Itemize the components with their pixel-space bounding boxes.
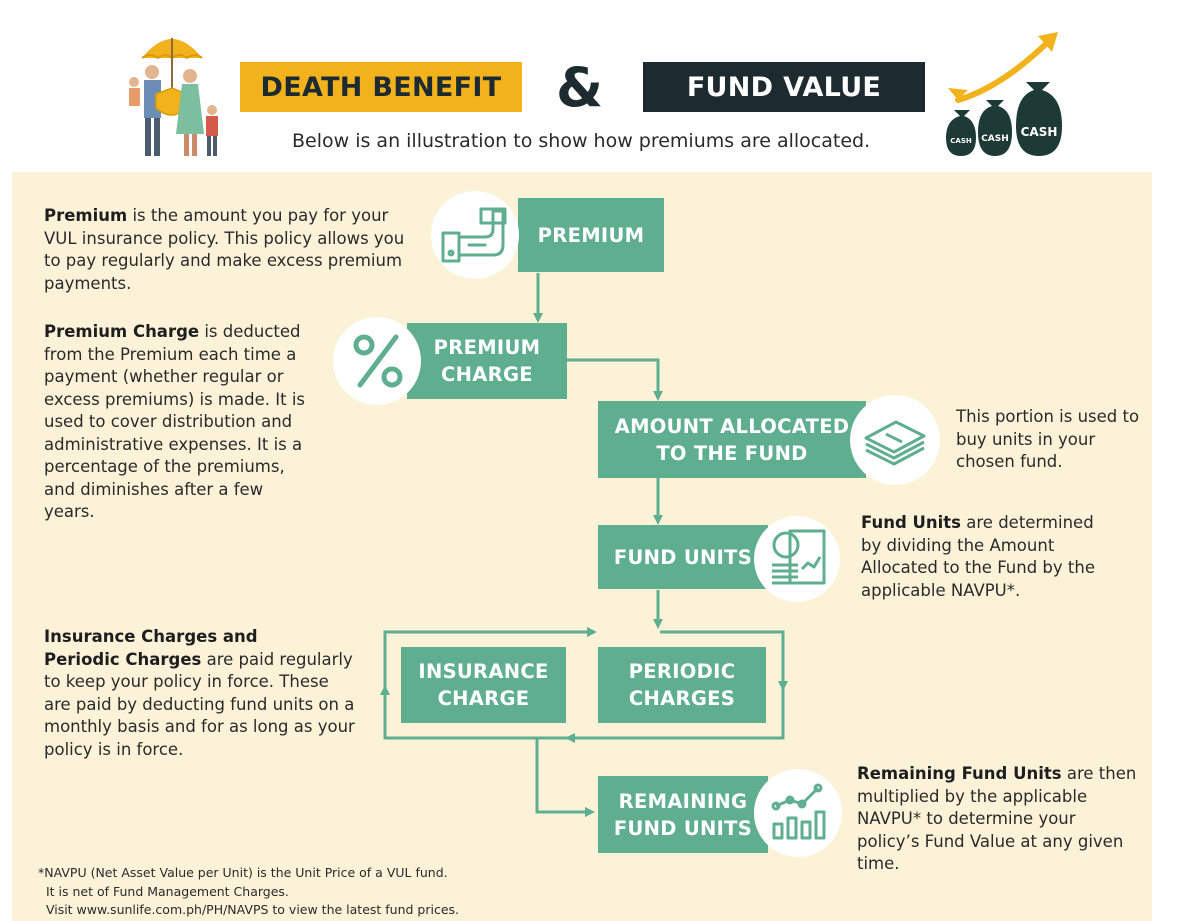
charges-description-bold2: Periodic Charges	[44, 649, 202, 669]
money-stack-icon	[864, 420, 926, 466]
arrow-charges-to-remaining	[535, 738, 595, 817]
footnote-line-2: It is net of Fund Management Charges.	[38, 883, 289, 899]
charges-description: Insurance Charges and Periodic Charges a…	[44, 626, 356, 761]
remaining-description: Remaining Fund Units are then multiplied…	[857, 763, 1139, 876]
premium-description-bold: Premium	[44, 206, 128, 225]
charges-loop-bottom-left	[380, 685, 570, 740]
fund-units-box: FUND UNITS	[598, 525, 768, 589]
premium-description: Premium is the amount you pay for your V…	[44, 205, 406, 295]
premium-description-text: is the amount you pay for your VUL insur…	[44, 206, 405, 293]
charges-description-bold1: Insurance Charges and	[44, 627, 258, 646]
charges-loop-top-right	[660, 630, 788, 691]
fund-value-label: FUND VALUE	[686, 71, 882, 103]
charges-loop-top-left	[383, 627, 597, 690]
hand-money-icon	[441, 207, 507, 263]
periodic-charges-box: PERIODIC CHARGES	[598, 647, 766, 723]
fund-units-description: Fund Units are determined by dividing th…	[861, 512, 1101, 602]
coins-document-icon	[772, 529, 826, 585]
amount-allocated-box: AMOUNT ALLOCATED TO THE FUND	[598, 401, 866, 478]
subtitle: Below is an illustration to show how pre…	[292, 130, 871, 152]
premium-charge-box: PREMIUM CHARGE	[407, 323, 567, 399]
family-umbrella-icon	[129, 38, 218, 156]
remaining-description-text: are then multiplied by the applicable NA…	[857, 764, 1137, 873]
remaining-description-bold: Remaining Fund Units	[857, 764, 1062, 783]
premium-charge-description: Premium Charge is deducted from the Prem…	[44, 321, 306, 524]
arrow-charge-to-allocated	[566, 358, 663, 401]
fund-units-description-bold: Fund Units	[861, 513, 962, 532]
growth-chart-icon	[771, 783, 826, 840]
death-benefit-label: DEATH BENEFIT	[260, 71, 502, 103]
death-benefit-title: DEATH BENEFIT	[240, 62, 522, 112]
percent-icon	[353, 334, 403, 388]
premium-box: PREMIUM	[518, 198, 664, 272]
premium-charge-description-bold: Premium Charge	[44, 322, 200, 341]
fund-units-description-text: are determined by dividing the Amount Al…	[861, 513, 1095, 600]
footnote-line-3: Visit www.sunlife.com.ph/PH/NAVPS to vie…	[38, 902, 460, 917]
cash-label-small: CASH	[950, 137, 972, 145]
charges-description-text: are paid regularly to keep your policy i…	[44, 649, 355, 759]
remaining-fund-units-box: REMAINING FUND UNITS	[598, 776, 768, 853]
cash-label-large: CASH	[1021, 125, 1058, 139]
cash-bags-growth-icon: CASH CASH CASH	[946, 32, 1062, 156]
charges-loop-bottom-right	[565, 686, 785, 743]
diagram-panel	[12, 172, 1152, 921]
amount-allocated-description: This portion is used to buy units in you…	[956, 406, 1140, 474]
ampersand: &	[556, 56, 604, 119]
fund-value-title: FUND VALUE	[643, 62, 925, 112]
remaining-icon-circle	[754, 769, 842, 857]
footnote-line-1: *NAVPU (Net Asset Value per Unit) is the…	[38, 865, 448, 880]
cash-label-medium: CASH	[981, 134, 1009, 144]
premium-charge-description-text: is deducted from the Premium each time a…	[44, 322, 305, 521]
navpu-footnote: *NAVPU (Net Asset Value per Unit) is the…	[38, 864, 459, 920]
amount-allocated-description-text: This portion is used to buy units in you…	[956, 407, 1140, 471]
insurance-charge-box: INSURANCE CHARGE	[401, 647, 566, 723]
